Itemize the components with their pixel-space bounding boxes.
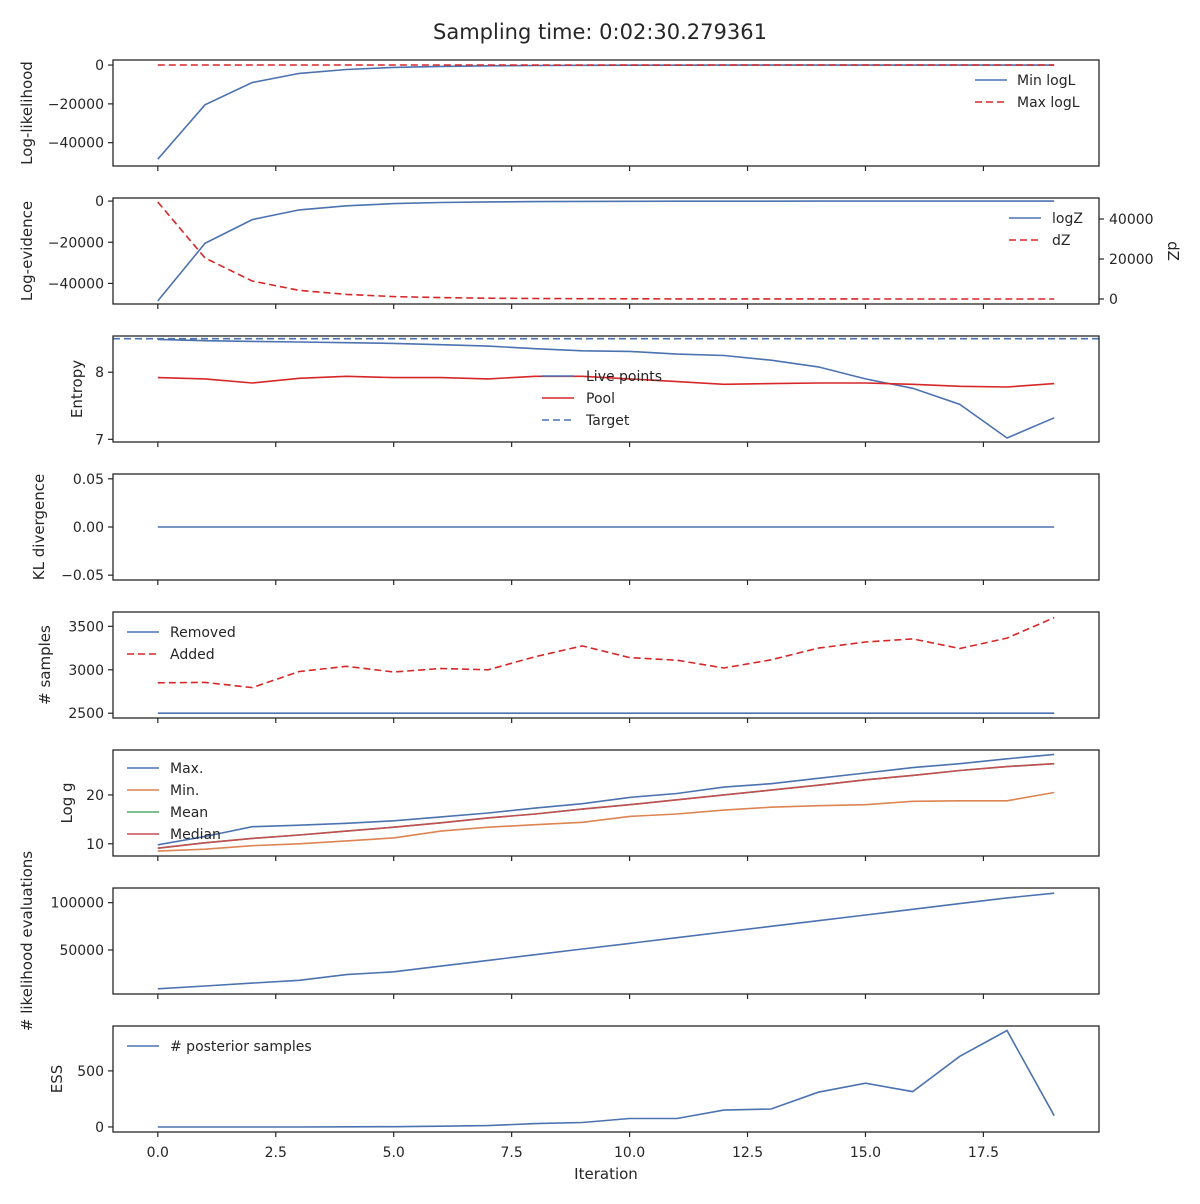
panel-6: 20 10 Log g Max. Min. Mean Median xyxy=(58,749,1100,861)
x-tick-label: 7.5 xyxy=(501,1145,523,1161)
legend-label: Mean xyxy=(170,805,208,821)
y-tick-label: 3000 xyxy=(68,663,104,679)
panel-frame xyxy=(112,611,1100,719)
y2-tick-label: 20000 xyxy=(1109,252,1154,268)
y2-tick-label: 0 xyxy=(1109,292,1118,308)
y-axis-label: Log-evidence xyxy=(18,201,36,301)
x-tick-label: 15.0 xyxy=(850,1145,881,1161)
panel-4: 0.05 0.00 −0.05 KL divergence xyxy=(30,472,1100,585)
x-tick-label: 0.0 xyxy=(147,1145,169,1161)
panel-7: 100000 50000 # likelihood evaluations xyxy=(18,851,1100,1031)
legend-label: Pool xyxy=(586,391,615,407)
y-axis-label: ESS xyxy=(48,1065,66,1094)
y2-axis-label: dZ xyxy=(1164,241,1182,261)
legend-label: logZ xyxy=(1052,211,1083,227)
panel-frame xyxy=(112,1025,1100,1133)
panel-frame xyxy=(112,197,1100,305)
series-line-2 xyxy=(157,201,1055,300)
legend-label: Removed xyxy=(170,625,236,641)
y-tick-label: 0 xyxy=(95,194,104,210)
series-line-1 xyxy=(157,200,1055,302)
x-tick-label: 17.5 xyxy=(968,1145,999,1161)
legend-label: Max logL xyxy=(1017,95,1080,111)
panel-3: 7 8 Entropy Live points Pool Target xyxy=(68,335,1100,448)
y-tick-label: 10 xyxy=(86,837,104,853)
series-line-1 xyxy=(157,892,1055,990)
panel-frame xyxy=(112,749,1100,857)
y-tick-label: 2500 xyxy=(68,706,104,722)
panel-frame xyxy=(112,887,1100,995)
y-tick-label: 50000 xyxy=(59,943,104,959)
y-tick-label: −0.05 xyxy=(61,568,104,584)
legend-label: Min. xyxy=(170,783,199,799)
series-line-1 xyxy=(157,1029,1055,1128)
y-tick-label: 0.05 xyxy=(73,472,104,488)
panel-5: 3500 3000 2500 # samples Removed Added xyxy=(36,611,1100,723)
y-tick-label: 0.00 xyxy=(73,520,104,536)
y-tick-label: −40000 xyxy=(48,136,104,152)
panel-1: 0 −20000 −40000 Log-likelihood Min logL Max l… xyxy=(18,58,1100,171)
x-axis-label: Iteration xyxy=(574,1165,638,1183)
legend-label: # posterior samples xyxy=(170,1039,312,1055)
series-line-2 xyxy=(157,791,1055,852)
y-tick-label: −20000 xyxy=(48,235,104,251)
y-axis-label: Log-likelihood xyxy=(18,61,36,165)
series-line-1 xyxy=(157,338,1055,439)
panel-8: 500 0 0.0 2.5 5.0 7.5 10.0 12.5 15.0 17.5 ESS # pos… xyxy=(48,1025,1100,1161)
y-tick-label: 7 xyxy=(95,432,104,448)
panel-frame xyxy=(112,59,1100,167)
y-axis-label: Entropy xyxy=(68,360,86,418)
y-tick-label: 20 xyxy=(86,788,104,804)
y-tick-label: 0 xyxy=(95,1120,104,1136)
legend-label: Added xyxy=(170,647,215,663)
legend-label: dZ xyxy=(1052,233,1070,249)
legend-label: Median xyxy=(170,827,221,843)
y-tick-label: −40000 xyxy=(48,276,104,292)
y-axis-label: Log g xyxy=(58,782,76,823)
x-tick-label: 2.5 xyxy=(265,1145,287,1161)
y2-tick-label: 40000 xyxy=(1109,212,1154,228)
panel-frame xyxy=(112,335,1100,443)
y-tick-label: 0 xyxy=(95,58,104,74)
y-tick-label: 3500 xyxy=(68,619,104,635)
x-tick-label: 12.5 xyxy=(732,1145,763,1161)
series-line-2 xyxy=(157,375,1055,388)
y-axis-label: # likelihood evaluations xyxy=(18,851,36,1031)
legend-label: Live points xyxy=(586,369,662,385)
y-tick-label: 100000 xyxy=(51,896,104,912)
y-axis-label: KL divergence xyxy=(30,474,48,580)
legend-label: Target xyxy=(585,413,630,429)
series-line-1 xyxy=(157,753,1055,846)
series-line-4 xyxy=(157,762,1055,849)
x-tick-label: 10.0 xyxy=(614,1145,645,1161)
y-tick-label: −20000 xyxy=(48,97,104,113)
legend-label: Min logL xyxy=(1017,73,1076,89)
y-tick-label: 500 xyxy=(77,1064,104,1080)
y-tick-label: 8 xyxy=(95,365,104,381)
series-line-1 xyxy=(157,64,1055,160)
y-axis-label: # samples xyxy=(36,625,54,705)
legend-label: Max. xyxy=(170,761,203,777)
panel-2: 0 −20000 −40000 0 20000 40000 dZ Log-evidence lo… xyxy=(18,194,1182,309)
figure-title: Sampling time: 0:02:30.279361 xyxy=(433,20,767,44)
x-tick-label: 5.0 xyxy=(383,1145,405,1161)
series-line-2 xyxy=(157,616,1055,689)
